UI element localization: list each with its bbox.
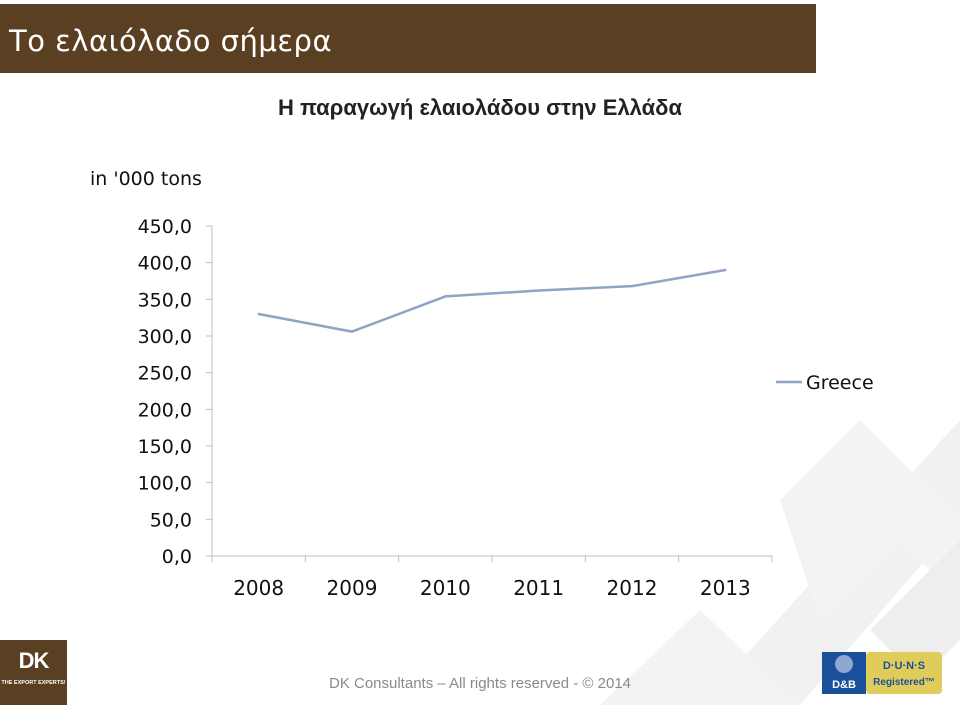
x-tick-label: 2011 xyxy=(513,576,564,600)
y-tick-label: 100,0 xyxy=(138,473,192,495)
svg-text:D&B: D&B xyxy=(832,679,856,691)
y-tick-label: 250,0 xyxy=(138,363,192,385)
data-point xyxy=(630,284,634,288)
data-point xyxy=(257,312,260,316)
data-point xyxy=(350,330,354,333)
line-chart: 450,0 400,0 350,0 300,0 250,0 200,0 150,0 100,0… xyxy=(138,216,874,600)
x-tick-label: 2008 xyxy=(233,576,284,600)
data-point xyxy=(724,268,727,272)
y-tick-label: 200,0 xyxy=(138,399,192,421)
duns-registered-logo: D&B D·U·N·S Registered™ xyxy=(822,652,942,694)
data-point xyxy=(444,295,447,298)
chart-unit-label: in '000 tons xyxy=(90,168,202,190)
y-tick-label: 400,0 xyxy=(138,253,192,275)
dk-logo-mark: DK xyxy=(18,648,50,673)
svg-text:Registered™: Registered™ xyxy=(873,677,935,688)
dk-consultants-logo: DK THE EXPORT EXPERTS! xyxy=(0,640,67,705)
x-tick-label: 2013 xyxy=(700,576,751,600)
series-line-greece xyxy=(258,268,726,333)
footer-copyright: DK Consultants – All rights reserved - ©… xyxy=(328,675,632,692)
slide-title-bar: Το ελαιόλαδο σήμερα xyxy=(0,4,816,73)
y-tick-label: 150,0 xyxy=(138,436,192,458)
y-tick-label: 50,0 xyxy=(150,509,192,531)
legend-label: Greece xyxy=(806,372,874,394)
slide-title: Το ελαιόλαδο σήμερα xyxy=(9,24,333,58)
svg-text:D·U·N·S: D·U·N·S xyxy=(883,660,925,672)
x-tick-label: 2009 xyxy=(327,576,378,600)
y-tick-label: 450,0 xyxy=(138,216,192,238)
x-tick-label: 2010 xyxy=(420,576,471,600)
data-point xyxy=(537,289,540,292)
dk-logo-tagline: THE EXPORT EXPERTS! xyxy=(1,680,66,686)
x-tick-label: 2012 xyxy=(607,576,658,600)
y-tick-label: 300,0 xyxy=(138,326,192,348)
y-tick-label: 350,0 xyxy=(138,289,192,311)
y-tick-label: 0,0 xyxy=(162,546,192,568)
chart-title: Η παραγωγή ελαιολάδου στην Ελλάδα xyxy=(277,95,683,120)
